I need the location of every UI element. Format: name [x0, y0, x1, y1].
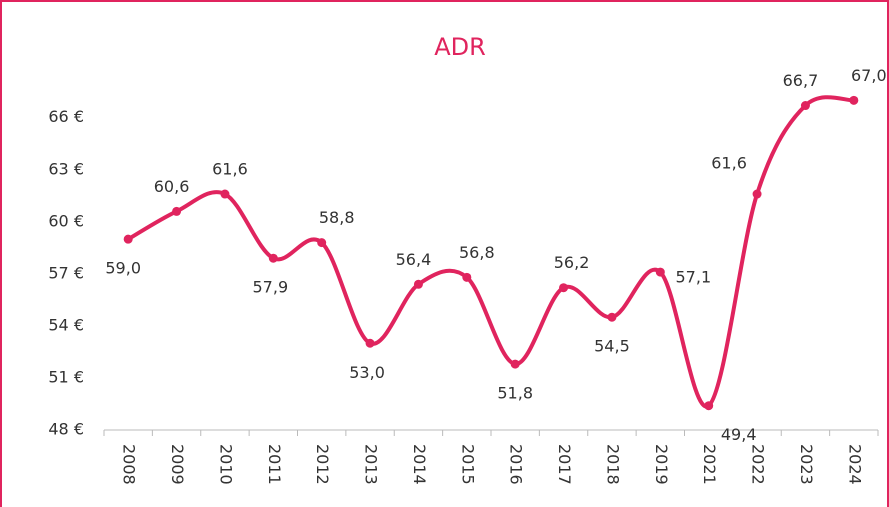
point — [413, 279, 423, 289]
x-tick-label: 2010 — [216, 444, 235, 485]
data-label: 61,6 — [212, 160, 248, 179]
point — [607, 312, 617, 322]
data-label: 57,9 — [253, 278, 289, 297]
point — [365, 338, 375, 348]
y-tick-label: 60 € — [48, 211, 84, 230]
x-tick-label: 2019 — [652, 444, 671, 485]
x-tick-label: 2021 — [700, 444, 719, 485]
x-tick-label: 2018 — [603, 444, 622, 485]
x-tick-label: 2014 — [410, 444, 429, 485]
x-tick-label: 2024 — [845, 444, 864, 485]
data-label: 56,8 — [459, 243, 495, 262]
y-tick-label: 48 € — [48, 420, 84, 439]
point — [317, 238, 327, 248]
data-label: 61,6 — [711, 154, 747, 173]
data-label: 66,7 — [783, 71, 819, 90]
point — [704, 401, 714, 411]
data-label: 59,0 — [105, 259, 141, 278]
x-tick-label: 2013 — [362, 444, 381, 485]
point — [510, 359, 520, 369]
data-label: 54,5 — [594, 337, 630, 356]
data-label: 53,0 — [349, 363, 385, 382]
point — [462, 272, 472, 282]
point — [172, 206, 182, 216]
point — [849, 95, 859, 105]
point — [655, 267, 665, 277]
data-label: 58,8 — [319, 208, 355, 227]
point — [220, 189, 230, 199]
x-tick-label: 2022 — [749, 444, 768, 485]
point — [268, 253, 278, 263]
x-tick-label: 2015 — [458, 444, 477, 485]
data-label: 56,2 — [554, 253, 590, 272]
y-tick-label: 51 € — [48, 367, 84, 386]
x-tick-label: 2023 — [797, 444, 816, 485]
y-tick-label: 66 € — [48, 107, 84, 126]
point — [752, 189, 762, 199]
x-tick-label: 2012 — [313, 444, 332, 485]
point — [123, 234, 133, 244]
data-label: 60,6 — [154, 177, 190, 196]
point — [559, 283, 569, 293]
data-label: 49,4 — [721, 425, 757, 444]
data-label: 57,1 — [676, 268, 712, 287]
y-tick-label: 57 € — [48, 263, 84, 282]
y-tick-label: 54 € — [48, 315, 84, 334]
x-tick-label: 2017 — [555, 444, 574, 485]
x-tick-label: 2008 — [120, 444, 139, 485]
data-label: 51,8 — [497, 384, 533, 403]
y-tick-label: 63 € — [48, 159, 84, 178]
data-label: 67,0 — [851, 66, 887, 85]
data-label: 56,4 — [396, 250, 432, 269]
point — [800, 101, 810, 111]
x-tick-label: 2009 — [168, 444, 187, 485]
x-tick-label: 2016 — [507, 444, 526, 485]
x-tick-label: 2011 — [265, 444, 284, 485]
chart-title: ADR — [434, 33, 486, 61]
